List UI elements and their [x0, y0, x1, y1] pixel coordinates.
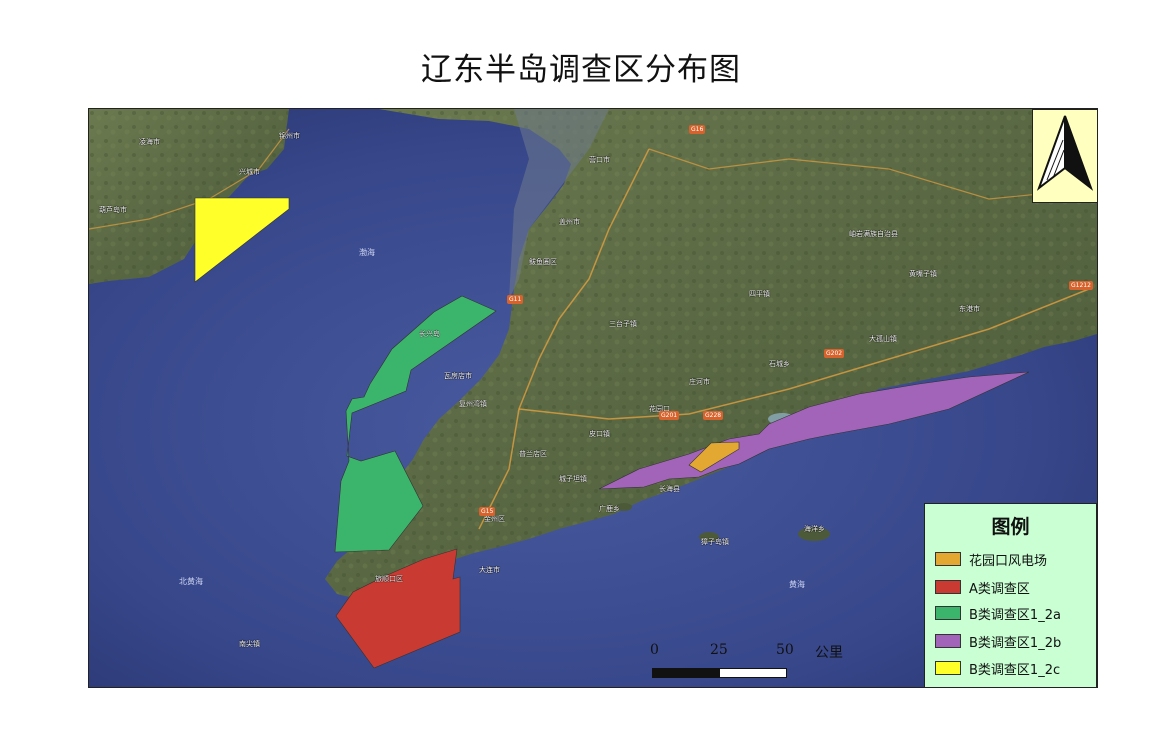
scale-segment-black — [652, 668, 720, 678]
island-zhangzi — [798, 527, 830, 541]
sea-label: 渤海 — [359, 248, 375, 257]
place-label: 岫岩满族自治县 — [849, 230, 898, 238]
legend-swatch — [935, 552, 961, 566]
place-label: 南尖镇 — [239, 640, 260, 648]
road-shield: G202 — [824, 349, 845, 358]
place-label: 旅顺口区 — [375, 575, 403, 583]
legend-item: A类调查区 — [935, 578, 1030, 597]
north-arrow-icon — [1036, 115, 1094, 191]
scale-bar: 0 25 50 — [650, 642, 794, 686]
place-label: 鲅鱼圈区 — [529, 258, 557, 266]
huayuankou-wind-farm[interactable] — [688, 441, 740, 473]
legend-label: B类调查区1_2c — [969, 662, 1061, 678]
place-label: 长兴岛 — [419, 330, 440, 338]
place-label: 兴城市 — [239, 168, 260, 176]
north-arrow — [1032, 109, 1098, 203]
place-label: 营口市 — [589, 156, 610, 164]
legend-label: B类调查区1_2a — [969, 607, 1061, 623]
sea-label: 黄海 — [789, 580, 805, 589]
place-label: 葫芦岛市 — [99, 206, 127, 214]
place-label: 复州湾镇 — [459, 400, 487, 408]
place-label: 大连市 — [479, 566, 500, 574]
map-title: 辽东半岛调查区分布图 — [421, 52, 741, 88]
scale-unit: 公里 — [815, 645, 843, 661]
scale-tick-label: 25 — [710, 642, 728, 658]
place-label: 石城乡 — [769, 360, 790, 368]
road-shield: G1212 — [1069, 281, 1093, 290]
place-label: 黄嘴子镇 — [909, 270, 937, 278]
place-label: 锦州市 — [279, 132, 300, 140]
survey-area-b-1-2c[interactable] — [194, 197, 290, 283]
road-shield: G16 — [689, 125, 706, 134]
place-label: 广鹿乡 — [599, 505, 620, 513]
place-label: 普兰店区 — [519, 450, 547, 458]
place-label: 四平镇 — [749, 290, 770, 298]
place-label: 三台子镇 — [609, 320, 637, 328]
place-label: 金州区 — [484, 515, 505, 523]
place-label: 大孤山镇 — [869, 335, 897, 343]
place-label: 凌海市 — [139, 138, 160, 146]
place-label: 海洋乡 — [804, 525, 825, 533]
legend-item: 花园口风电场 — [935, 550, 1048, 569]
legend-swatch — [935, 580, 961, 594]
survey-area-b-1-2a[interactable] — [334, 295, 497, 553]
road-shield: G15 — [479, 507, 496, 516]
island-dachangshan — [699, 532, 719, 542]
legend-item: B类调查区1_2c — [935, 659, 1061, 678]
road-shield: G11 — [507, 295, 524, 304]
place-label: 城子坦镇 — [559, 475, 587, 483]
scale-segment-white — [719, 668, 787, 678]
legend-label: 花园口风电场 — [969, 553, 1048, 569]
place-label: 盖州市 — [559, 218, 580, 226]
place-label: 瓦房店市 — [444, 372, 472, 380]
place-label: 长海县 — [659, 485, 680, 493]
road-shield: G228 — [703, 411, 724, 420]
legend-item: B类调查区1_2b — [935, 632, 1062, 651]
legend-swatch — [935, 661, 961, 675]
legend-label: B类调查区1_2b — [969, 635, 1062, 651]
legend: 图例 花园口风电场 A类调查区 B类调查区1_2a B类调查区1_2b B类调查… — [924, 503, 1097, 688]
scale-tick-label: 50 — [776, 642, 794, 658]
island-guanglu — [616, 503, 632, 511]
legend-label: A类调查区 — [969, 581, 1030, 597]
place-label: 皮口镇 — [589, 430, 610, 438]
survey-area-a[interactable] — [335, 548, 461, 669]
legend-swatch — [935, 606, 961, 620]
legend-item: B类调查区1_2a — [935, 604, 1061, 623]
place-label: 庄河市 — [689, 378, 710, 386]
scale-tick-label: 0 — [650, 642, 659, 658]
legend-swatch — [935, 634, 961, 648]
sea-label: 北黄海 — [179, 577, 203, 586]
place-label: 花园口 — [649, 405, 670, 413]
place-label: 獐子岛镇 — [701, 538, 729, 546]
legend-title: 图例 — [991, 516, 1030, 538]
road-shield: G201 — [659, 411, 680, 420]
place-label: 东港市 — [959, 305, 980, 313]
